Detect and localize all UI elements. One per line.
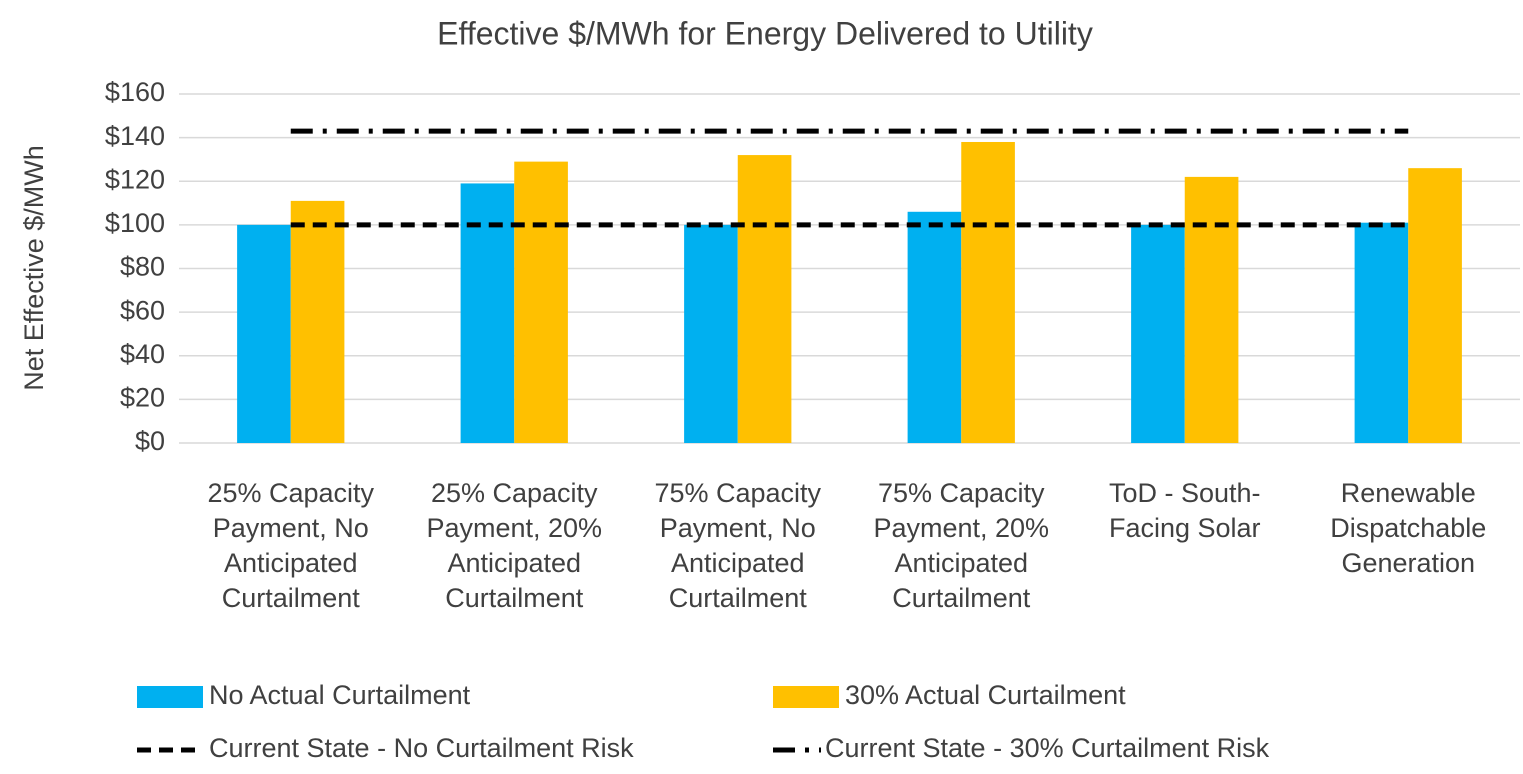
x-tick-label: ToD - South-Facing Solar [1108,478,1261,543]
x-tick-label: 75% Capacity Payment, No Anticipated Cur… [654,478,822,613]
legend-label: Current State - 30% Curtailment Risk [825,733,1270,763]
legend-swatch [773,686,839,708]
bar [237,224,291,443]
y-tick-label: $0 [135,426,165,456]
legend-label: Current State - No Curtailment Risk [209,733,634,763]
y-tick-label: $160 [105,77,165,107]
bar [1184,176,1239,443]
bar [1354,222,1409,443]
y-axis-label: Net Effective $/MWh [19,145,49,391]
x-tick-label: Renewable Dispatchable Generation [1330,478,1487,578]
bar [684,224,738,443]
bar [907,211,962,443]
y-tick-label: $140 [105,121,165,151]
y-tick-label: $40 [120,339,165,369]
y-tick-label: $20 [120,383,165,413]
bar [737,155,792,443]
x-tick-label: 25% Capacity Payment, 20% Anticipated Cu… [426,478,603,613]
y-tick-label: $120 [105,164,165,194]
bar [1408,168,1462,443]
chart-title: Effective $/MWh for Energy Delivered to … [437,15,1093,51]
bar [460,183,515,443]
bar [290,200,345,443]
x-tick-label: 75% Capacity Payment, 20% Anticipated Cu… [873,478,1050,613]
y-tick-label: $60 [120,295,165,325]
legend-swatch [137,686,203,708]
y-tick-label: $100 [105,208,165,238]
bar [961,141,1015,444]
x-tick-label: 25% Capacity Payment, No Anticipated Cur… [207,478,375,613]
y-tick-label: $80 [120,252,165,282]
legend-label: No Actual Curtailment [209,680,471,710]
legend-label: 30% Actual Curtailment [845,680,1126,710]
bar [514,161,568,443]
bar [1131,224,1185,443]
